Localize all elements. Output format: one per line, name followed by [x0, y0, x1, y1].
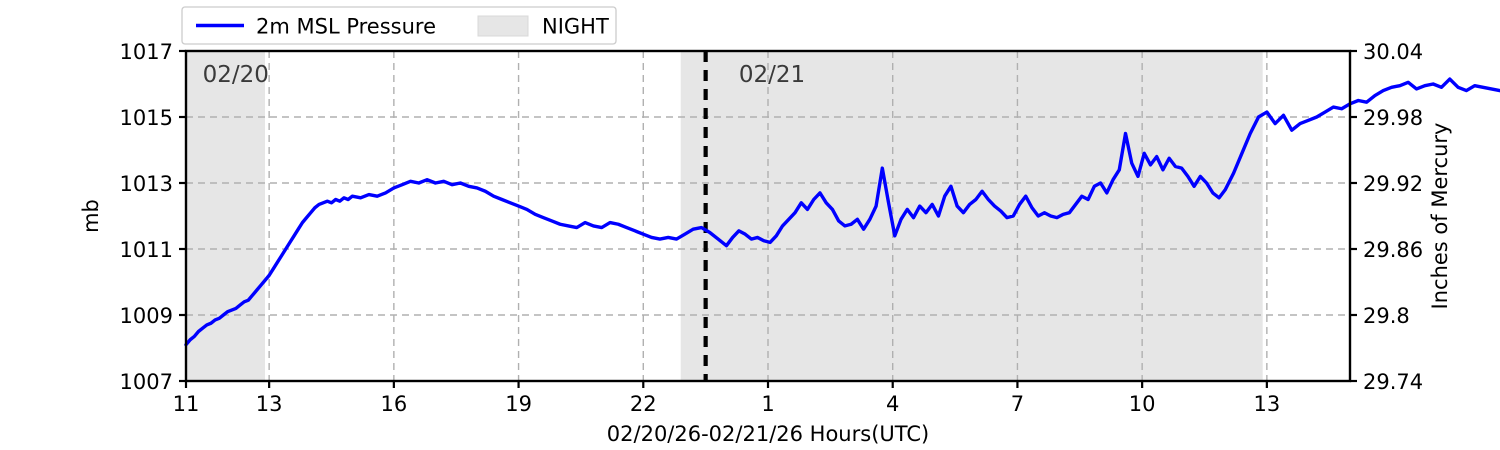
xtick-label-1: 13: [256, 392, 283, 416]
x-axis-title: 02/20/26-02/21/26 Hours(UTC): [607, 422, 929, 446]
ytick-label-right-5: 30.04: [1363, 40, 1423, 64]
ytick-label-right-0: 29.74: [1363, 370, 1423, 394]
y-axis-title: mb: [79, 199, 103, 233]
legend-patch-sample: [477, 15, 529, 37]
ytick-label-left-2: 1011: [120, 238, 173, 262]
night-shading-span-1: [680, 51, 1263, 381]
ytick-label-right-4: 29.98: [1363, 106, 1423, 130]
xtick-label-5: 1: [761, 392, 774, 416]
xtick-label-0: 11: [173, 392, 200, 416]
xtick-label-7: 7: [1011, 392, 1024, 416]
xtick-label-2: 16: [380, 392, 407, 416]
y2-axis-title: Inches of Mercury: [1428, 123, 1452, 310]
xtick-label-9: 13: [1253, 392, 1280, 416]
ytick-label-right-1: 29.8: [1363, 304, 1410, 328]
night-shading-span-0: [186, 51, 265, 381]
xtick-label-4: 22: [630, 392, 657, 416]
ytick-label-left-5: 1017: [120, 40, 173, 64]
day-annotation-1: 02/21: [739, 62, 805, 88]
ytick-label-right-2: 29.86: [1363, 238, 1423, 262]
ytick-label-right-3: 29.92: [1363, 172, 1423, 196]
ytick-label-left-0: 1007: [120, 370, 173, 394]
ytick-label-left-3: 1013: [120, 172, 173, 196]
day-annotation-0: 02/20: [203, 62, 269, 88]
xtick-label-6: 4: [886, 392, 899, 416]
series-line-0: [184, 77, 1500, 347]
xtick-label-3: 19: [505, 392, 532, 416]
ytick-label-left-1: 1009: [120, 304, 173, 328]
legend-label-night: NIGHT: [542, 15, 609, 39]
legend-label-pressure: 2m MSL Pressure: [256, 15, 436, 39]
xtick-label-8: 10: [1129, 392, 1156, 416]
ytick-label-left-4: 1015: [120, 106, 173, 130]
